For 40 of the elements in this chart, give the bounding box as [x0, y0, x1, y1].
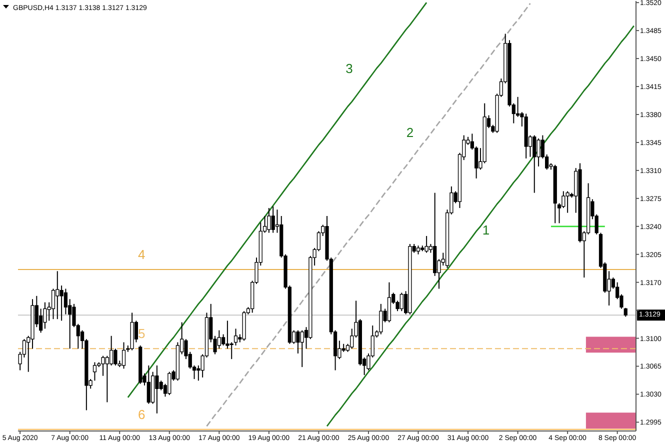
candlestick	[400, 292, 404, 312]
candlestick	[532, 134, 536, 194]
candlestick	[566, 190, 570, 214]
candlestick	[64, 288, 68, 315]
line-series	[127, 2, 428, 398]
series-label: 1	[482, 222, 490, 238]
candlestick	[222, 334, 226, 346]
candlestick	[114, 348, 118, 366]
candlestick	[300, 330, 304, 368]
candlestick	[516, 96, 520, 118]
candlestick	[234, 328, 238, 346]
annotation: 6	[138, 406, 146, 422]
candlestick	[424, 235, 428, 254]
line-series	[206, 2, 531, 427]
candlestick	[60, 285, 64, 322]
candlestick	[51, 288, 56, 320]
candlestick	[217, 330, 221, 350]
candlestick	[296, 330, 300, 354]
line-series	[326, 25, 635, 427]
series-label: 3	[346, 60, 353, 76]
candlestick	[474, 146, 478, 179]
candlestick	[387, 282, 392, 323]
candlestick	[56, 270, 60, 320]
candlestick	[230, 342, 234, 360]
candlestick	[155, 364, 159, 414]
candlestick	[267, 208, 271, 234]
candlestick	[271, 206, 275, 234]
candlestick	[110, 335, 114, 366]
candlestick	[122, 342, 126, 370]
candlestick	[146, 364, 150, 404]
annotation: 4	[138, 247, 146, 262]
annotation: 5	[138, 326, 146, 342]
series-label: 2	[406, 125, 414, 140]
candlestick	[43, 302, 47, 330]
candlestick	[92, 362, 97, 382]
candlestick	[379, 303, 383, 335]
candlestick	[168, 371, 172, 396]
candlestick	[39, 308, 43, 334]
candlestick	[536, 138, 540, 167]
candlestick	[101, 355, 105, 376]
